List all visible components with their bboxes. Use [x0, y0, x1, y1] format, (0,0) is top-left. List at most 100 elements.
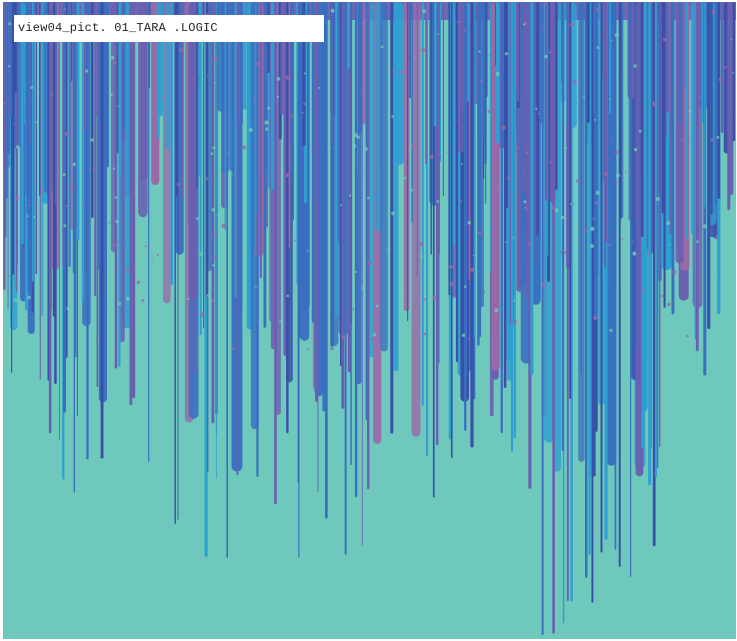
spatter-dot — [564, 251, 567, 255]
spatter-dot — [367, 261, 372, 266]
spatter-dot — [426, 20, 429, 23]
drip-line — [31, 2, 34, 282]
drip-line — [652, 2, 656, 547]
spatter-dot — [231, 173, 233, 175]
spatter-dot — [83, 202, 87, 205]
spatter-dot — [524, 206, 528, 210]
drip-line — [174, 2, 176, 524]
spatter-dot — [58, 60, 61, 63]
spatter-dot — [449, 281, 454, 287]
spatter-dot — [672, 340, 676, 344]
spatter-dot — [487, 109, 491, 113]
spatter-dot — [212, 263, 215, 267]
spatter-dot — [686, 334, 689, 338]
drip-line — [408, 2, 412, 99]
spatter-dot — [429, 154, 434, 159]
spatter-dot — [652, 102, 657, 107]
spatter-dot — [82, 70, 85, 73]
spatter-dot — [422, 9, 427, 14]
spatter-dot — [327, 145, 331, 150]
spatter-dot — [621, 237, 624, 240]
spatter-dot — [391, 211, 395, 216]
drip-line — [234, 2, 237, 298]
drip-streak — [411, 2, 421, 437]
drip-streak — [288, 2, 291, 248]
spatter-dot — [681, 138, 685, 142]
spatter-dot — [63, 7, 67, 11]
drip-line — [727, 2, 731, 211]
spatter-dot — [525, 151, 529, 155]
drip-line — [433, 2, 437, 127]
spatter-dot — [301, 111, 304, 114]
spatter-dot — [50, 93, 54, 97]
spatter-dot — [477, 231, 482, 235]
spatter-dot — [444, 90, 447, 92]
drip-line — [26, 2, 29, 213]
drip-line — [120, 2, 122, 177]
spatter-dot — [361, 286, 366, 290]
drip-line — [671, 2, 675, 315]
spatter-dot — [199, 252, 204, 256]
caption-label-box: view04_pict. 01_TARA .LOGIC — [14, 15, 324, 42]
spatter-dot — [477, 61, 480, 63]
spatter-dot — [702, 224, 708, 229]
spatter-dot — [219, 350, 222, 353]
spatter-dot — [535, 107, 538, 110]
spatter-dot — [448, 265, 453, 269]
spatter-dot — [528, 241, 532, 246]
drip-line — [588, 2, 591, 555]
spatter-dot — [220, 231, 223, 234]
drip-line — [513, 2, 516, 439]
spatter-dot — [632, 251, 637, 256]
spatter-dot — [112, 243, 117, 248]
drip-artwork — [3, 2, 736, 639]
spatter-dot — [95, 340, 98, 342]
drip-line — [656, 2, 659, 469]
drip-line — [118, 2, 121, 367]
drip-streak — [403, 2, 410, 312]
spatter-dot — [13, 298, 18, 303]
drip-line — [63, 2, 66, 413]
spatter-dot — [583, 96, 585, 99]
drip-line — [290, 2, 294, 172]
spatter-dot — [734, 115, 736, 117]
drip-line — [505, 2, 508, 208]
spatter-dot — [380, 45, 384, 49]
drip-line — [533, 2, 535, 266]
spatter-dot — [467, 338, 471, 341]
spatter-dot — [411, 143, 416, 148]
spatter-dot — [64, 132, 69, 136]
drip-line — [630, 2, 632, 123]
spatter-dot — [352, 308, 355, 311]
spatter-dot — [541, 26, 544, 29]
spatter-dot — [633, 64, 637, 68]
drip-line — [720, 2, 724, 133]
spatter-dot — [423, 298, 426, 301]
spatter-dot — [667, 302, 671, 307]
spatter-dot — [157, 7, 160, 10]
drip-line — [259, 2, 262, 278]
spatter-dot — [609, 328, 613, 332]
spatter-dot — [413, 2, 417, 6]
spatter-dot — [35, 121, 38, 123]
drip-line — [226, 2, 228, 558]
spatter-dot — [609, 98, 611, 100]
drip-line — [732, 2, 736, 141]
drip-line — [354, 2, 358, 498]
spatter-dot — [648, 2, 653, 4]
spatter-dot — [592, 218, 595, 220]
spatter-dot — [216, 214, 219, 217]
drip-line — [500, 2, 503, 434]
spatter-dot — [392, 70, 396, 73]
spatter-dot — [144, 245, 147, 248]
drip-line — [707, 2, 711, 329]
drip-line — [585, 2, 588, 578]
spatter-dot — [40, 189, 45, 194]
spatter-dot — [191, 78, 194, 81]
spatter-dot — [213, 233, 217, 237]
spatter-dot — [461, 333, 466, 337]
spatter-dot — [276, 77, 281, 81]
drip-line — [170, 2, 174, 285]
spatter-dot — [72, 162, 76, 166]
drip-line — [325, 2, 328, 519]
